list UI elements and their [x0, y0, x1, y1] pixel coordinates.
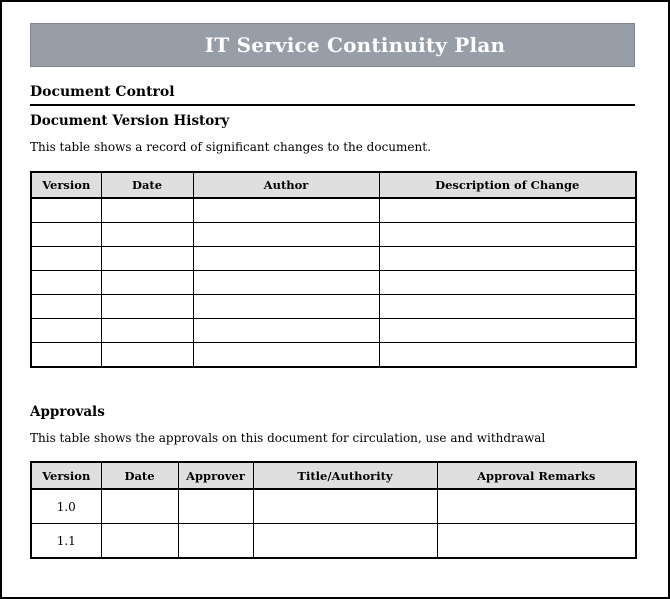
column-header: Date	[100, 171, 194, 199]
table-cell[interactable]	[252, 523, 438, 559]
table-cell[interactable]	[192, 318, 380, 343]
table-cell[interactable]	[100, 523, 179, 559]
table-row: 1.0	[30, 488, 637, 524]
table-cell[interactable]	[378, 197, 637, 223]
table-cell[interactable]	[30, 222, 102, 247]
table-cell[interactable]	[30, 318, 102, 343]
table-row	[30, 222, 637, 247]
table-cell[interactable]	[30, 294, 102, 319]
table-cell[interactable]	[100, 318, 194, 343]
table-header-row: Version Date Author Description of Change	[30, 171, 637, 199]
document-title: IT Service Continuity Plan	[204, 33, 506, 57]
table-row	[30, 294, 637, 319]
table-row	[30, 270, 637, 295]
table-cell[interactable]	[30, 342, 102, 368]
table-cell[interactable]	[378, 342, 637, 368]
table-cell[interactable]	[30, 197, 102, 223]
table-cell[interactable]	[100, 197, 194, 223]
table-cell[interactable]	[100, 488, 179, 524]
approvals-description: This table shows the approvals on this d…	[30, 431, 546, 445]
column-header: Description of Change	[378, 171, 637, 199]
table-cell[interactable]	[30, 270, 102, 295]
table-row: 1.1	[30, 523, 637, 559]
table-row	[30, 197, 637, 223]
version-history-description: This table shows a record of significant…	[30, 140, 431, 154]
table-cell[interactable]	[30, 246, 102, 271]
table-row	[30, 318, 637, 343]
table-cell[interactable]	[192, 294, 380, 319]
table-header-row: Version Date Approver Title/Authority Approv…	[30, 461, 637, 490]
column-header: Approver	[177, 461, 254, 490]
document-title-banner: IT Service Continuity Plan	[30, 23, 635, 67]
table-cell[interactable]	[177, 523, 254, 559]
table-cell[interactable]: 1.0	[30, 488, 102, 524]
table-cell[interactable]	[378, 294, 637, 319]
column-header: Date	[100, 461, 179, 490]
table-cell[interactable]: 1.1	[30, 523, 102, 559]
column-header: Author	[192, 171, 380, 199]
version-history-table: Version Date Author Description of Change	[30, 171, 637, 368]
approvals-table: Version Date Approver Title/Authority Approv…	[30, 461, 637, 559]
column-header: Version	[30, 171, 102, 199]
table-cell[interactable]	[192, 222, 380, 247]
table-cell[interactable]	[436, 523, 637, 559]
table-cell[interactable]	[192, 342, 380, 368]
table-cell[interactable]	[192, 246, 380, 271]
table-cell[interactable]	[192, 270, 380, 295]
table-cell[interactable]	[100, 246, 194, 271]
table-cell[interactable]	[177, 488, 254, 524]
table-cell[interactable]	[252, 488, 438, 524]
table-cell[interactable]	[100, 342, 194, 368]
table-cell[interactable]	[378, 246, 637, 271]
section-heading-document-control: Document Control	[30, 84, 635, 106]
column-header: Version	[30, 461, 102, 490]
table-cell[interactable]	[378, 270, 637, 295]
table-cell[interactable]	[100, 222, 194, 247]
table-cell[interactable]	[100, 270, 194, 295]
table-cell[interactable]	[100, 294, 194, 319]
table-cell[interactable]	[192, 197, 380, 223]
table-cell[interactable]	[378, 318, 637, 343]
column-header: Title/Authority	[252, 461, 438, 490]
column-header: Approval Remarks	[436, 461, 637, 490]
section-heading-approvals: Approvals	[30, 404, 105, 420]
document-page: IT Service Continuity Plan Document Cont…	[2, 23, 668, 559]
table-cell[interactable]	[378, 222, 637, 247]
table-row	[30, 342, 637, 368]
table-row	[30, 246, 637, 271]
table-cell[interactable]	[436, 488, 637, 524]
section-heading-document-version-history: Document Version History	[30, 113, 230, 129]
